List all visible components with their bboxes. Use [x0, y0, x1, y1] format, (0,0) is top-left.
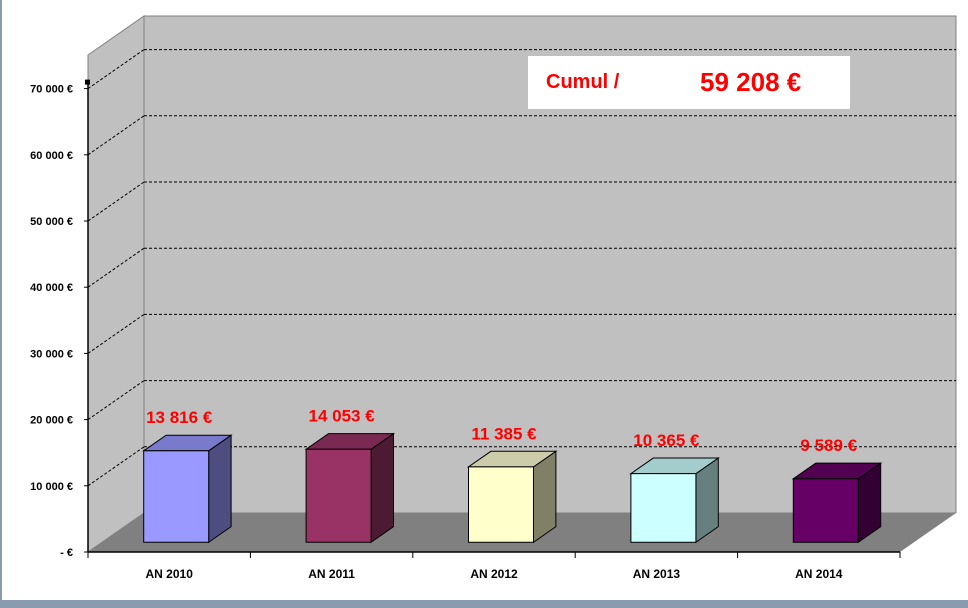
y-tick-label-4: 40 000 € — [30, 282, 73, 294]
bar-side-0 — [208, 434, 232, 544]
data-label-2: 11 385 € — [471, 424, 537, 443]
gridline-side-4 — [87, 247, 145, 288]
data-label-3: 10 365 € — [633, 431, 700, 450]
bar-front-2 — [468, 466, 534, 543]
data-labels: 13 816 € 14 053 € 11 385 € 10 365 € 9 589 € — [146, 407, 858, 456]
x-tick-label-1: AN 2011 — [308, 567, 355, 581]
data-label-4: 9 589 € — [800, 436, 857, 455]
x-ticks: AN 2010 AN 2011 AN 2012 AN 2013 AN 2014 — [87, 552, 901, 581]
x-tick-label-2: AN 2012 — [470, 567, 518, 581]
bar-front-3 — [630, 473, 697, 543]
bar-1 — [304, 432, 396, 544]
y-tick-label-0: - € — [60, 547, 73, 559]
bar-4 — [791, 462, 883, 544]
bar-2 — [466, 450, 558, 544]
y-tick-label-3: 30 000 € — [30, 348, 73, 360]
y-tick-label-6: 60 000 € — [30, 150, 73, 162]
page-left-edge — [0, 0, 2, 600]
gridline-side-1 — [87, 446, 145, 487]
y-tick-label-5: 50 000 € — [30, 216, 73, 228]
y-ticks: - € 10 000 € 20 000 € 30 000 € 40 000 € 50 00… — [30, 79, 90, 559]
bar-front-0 — [143, 450, 210, 543]
gridlines — [87, 49, 956, 487]
gridline-side-6 — [87, 115, 145, 156]
gridline-side-7 — [87, 49, 145, 90]
gridline-side-3 — [87, 313, 145, 354]
x-tick-label-0: AN 2010 — [146, 567, 194, 581]
bars — [142, 432, 883, 544]
bar-3 — [629, 457, 720, 544]
side-wall — [87, 15, 145, 553]
data-label-1: 14 053 € — [309, 407, 376, 426]
bar-0 — [142, 434, 233, 544]
cumul-label: Cumul / — [546, 71, 620, 93]
gridline-side-5 — [87, 181, 145, 222]
y-tick-label-7: 70 000 € — [30, 84, 73, 96]
x-tick-label-4: AN 2014 — [795, 567, 843, 581]
x-tick-label-3: AN 2013 — [633, 567, 681, 581]
y-axis-cap — [85, 79, 90, 85]
bar-side-1 — [370, 432, 394, 544]
cumul-box: Cumul / 59 208 € — [528, 56, 850, 109]
y-tick-label-1: 10 000 € — [30, 481, 73, 493]
page-bottom-edge — [0, 600, 968, 608]
bar-front-1 — [305, 448, 372, 543]
gridline-side-2 — [87, 380, 145, 421]
y-tick-label-2: 20 000 € — [30, 415, 73, 427]
data-label-0: 13 816 € — [146, 408, 213, 427]
cumul-value: 59 208 € — [700, 67, 802, 97]
bar-front-4 — [792, 478, 859, 543]
